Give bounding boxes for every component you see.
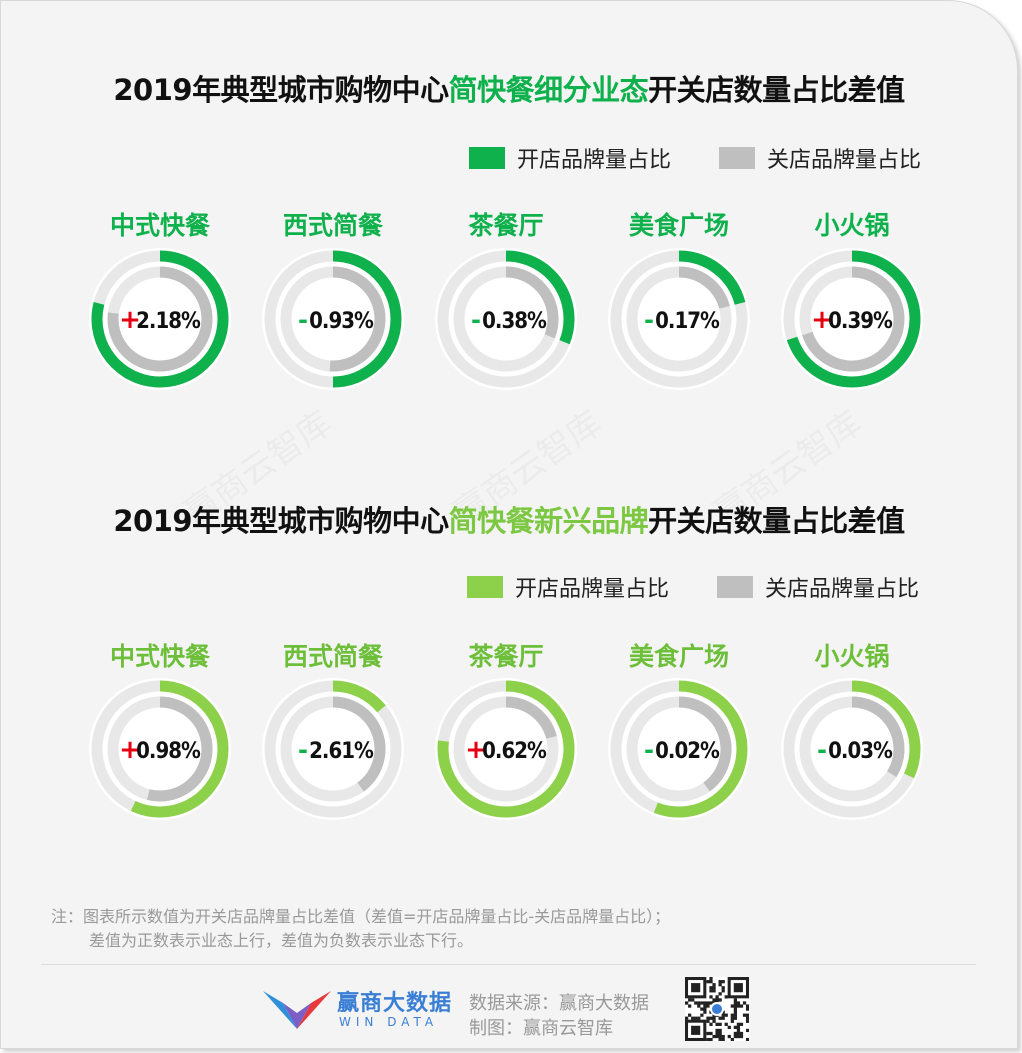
- open-share-arc: [653, 680, 748, 818]
- legend-swatch-light-green: [467, 576, 503, 598]
- open-share-arc: [332, 250, 402, 388]
- section-2-title: 2019年典型城市购物中心简快餐新兴品牌开关店数量占比差值: [1, 498, 1017, 540]
- category-label: 中式快餐: [109, 642, 210, 671]
- difference-value: 0.39%: [828, 309, 893, 334]
- close-share-arc: [329, 266, 386, 372]
- difference-value: 0.93%: [309, 309, 374, 334]
- category-label: 茶餐厅: [468, 211, 544, 240]
- legend-close-2: 关店品牌量占比: [717, 571, 919, 603]
- brand-name-en: WIN DATA: [339, 1015, 439, 1029]
- made-by: 制图：赢商云智库: [469, 1018, 613, 1039]
- note-line-2: 差值为正数表示业态上行，差值为负数表示业态下行。: [89, 931, 474, 950]
- difference-value: 2.18%: [136, 309, 201, 334]
- legend-swatch-gray: [717, 576, 753, 598]
- close-share-arc: [146, 696, 213, 802]
- difference-label: -2.61%: [298, 736, 375, 764]
- section-1-title: 2019年典型城市购物中心简快餐细分业态开关店数量占比差值: [1, 67, 1017, 109]
- difference-label: +0.39%: [811, 305, 894, 335]
- close-share-arc: [802, 266, 905, 372]
- difference-sign: +: [119, 305, 141, 335]
- close-share-arc: [107, 266, 213, 372]
- legend-label: 关店品牌量占比: [765, 577, 920, 602]
- difference-label: +2.18%: [119, 305, 202, 335]
- title-prefix: 2019年典型城市购物中心: [113, 504, 449, 538]
- difference-value: 0.98%: [136, 739, 201, 764]
- category-label: 小火锅: [814, 211, 890, 240]
- legend-label: 开店品牌量占比: [517, 148, 672, 173]
- close-share-arc: [505, 266, 559, 339]
- title-suffix: 开关店数量占比差值: [648, 73, 905, 107]
- difference-label: -0.17%: [644, 306, 721, 334]
- close-share-arc: [332, 696, 386, 792]
- category-label: 茶餐厅: [468, 642, 544, 671]
- open-share-arc: [437, 680, 575, 818]
- difference-value: 0.17%: [655, 309, 720, 334]
- category-label: 西式简餐: [282, 211, 383, 240]
- close-share-arc: [678, 266, 730, 309]
- open-share-arc: [786, 250, 921, 388]
- difference-sign: -: [298, 736, 308, 764]
- divider: [41, 964, 976, 965]
- windata-logo-icon: [263, 991, 331, 1029]
- difference-sign: +: [119, 735, 141, 765]
- title-highlight: 简快餐细分业态: [448, 73, 649, 107]
- difference-value: 2.61%: [309, 739, 374, 764]
- legend-swatch-gray: [719, 147, 755, 169]
- close-share-arc: [678, 696, 732, 792]
- difference-label: +0.98%: [119, 735, 202, 765]
- difference-sign: +: [811, 305, 833, 335]
- close-share-arc: [851, 696, 905, 778]
- data-source: 数据来源：赢商大数据: [469, 993, 649, 1014]
- close-share-arc: [505, 696, 557, 739]
- category-label: 小火锅: [814, 642, 890, 671]
- legend-open-2: 开店品牌量占比: [467, 571, 669, 603]
- difference-label: -0.38%: [471, 306, 548, 334]
- difference-sign: +: [465, 735, 487, 765]
- difference-sign: -: [471, 306, 481, 334]
- difference-sign: -: [298, 306, 308, 334]
- legend-label: 关店品牌量占比: [767, 148, 922, 173]
- category-label: 美食广场: [628, 211, 729, 240]
- category-label: 中式快餐: [109, 211, 210, 240]
- category-label: 西式简餐: [282, 642, 383, 671]
- difference-value: 0.03%: [828, 739, 893, 764]
- difference-label: -0.93%: [298, 306, 375, 334]
- difference-value: 0.38%: [482, 309, 547, 334]
- brand-name-cn: 赢商大数据: [337, 991, 453, 1016]
- legend-label: 开店品牌量占比: [515, 577, 670, 602]
- open-share-arc: [91, 250, 229, 388]
- difference-sign: -: [644, 736, 654, 764]
- difference-value: 0.62%: [482, 739, 547, 764]
- difference-sign: -: [644, 306, 654, 334]
- difference-value: 0.02%: [655, 739, 720, 764]
- qr-code-icon: [685, 977, 749, 1041]
- legend-swatch-dark-green: [469, 147, 505, 169]
- open-share-arc: [130, 680, 229, 818]
- difference-sign: -: [817, 736, 827, 764]
- open-share-arc: [678, 250, 746, 305]
- difference-label: -0.02%: [644, 736, 721, 764]
- title-highlight: 简快餐新兴品牌: [448, 504, 649, 538]
- title-prefix: 2019年典型城市购物中心: [113, 73, 449, 107]
- difference-label: +0.62%: [465, 735, 548, 765]
- open-share-arc: [851, 680, 921, 779]
- title-suffix: 开关店数量占比差值: [648, 504, 905, 538]
- legend-open-1: 开店品牌量占比: [469, 142, 671, 174]
- note-line-1: 注：图表所示数值为开关店品牌量占比差值（差值=开店品牌量占比-关店品牌量占比）；: [51, 907, 671, 926]
- category-label: 美食广场: [628, 642, 729, 671]
- difference-label: -0.03%: [817, 736, 894, 764]
- open-share-arc: [505, 250, 575, 345]
- open-share-arc: [332, 680, 386, 713]
- legend-close-1: 关店品牌量占比: [719, 142, 921, 174]
